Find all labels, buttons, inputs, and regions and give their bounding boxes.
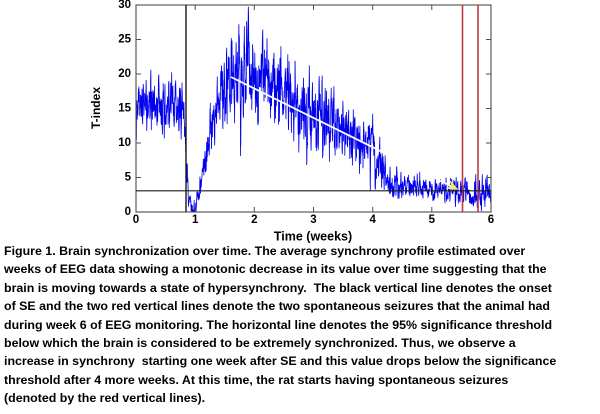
- svg-text:3: 3: [310, 214, 316, 226]
- svg-text:0: 0: [133, 214, 139, 226]
- svg-text:25: 25: [118, 34, 131, 46]
- svg-text:5: 5: [125, 172, 132, 184]
- svg-text:15: 15: [118, 103, 131, 115]
- svg-text:1: 1: [192, 214, 199, 226]
- svg-text:30: 30: [118, 0, 131, 11]
- svg-text:4: 4: [369, 214, 376, 226]
- svg-text:10: 10: [118, 137, 131, 149]
- svg-text:6: 6: [488, 214, 494, 226]
- svg-text:2: 2: [251, 214, 257, 226]
- svg-text:T-index: T-index: [89, 87, 103, 129]
- svg-text:5: 5: [429, 214, 436, 226]
- svg-text:20: 20: [118, 68, 131, 80]
- svg-text:0: 0: [125, 206, 131, 218]
